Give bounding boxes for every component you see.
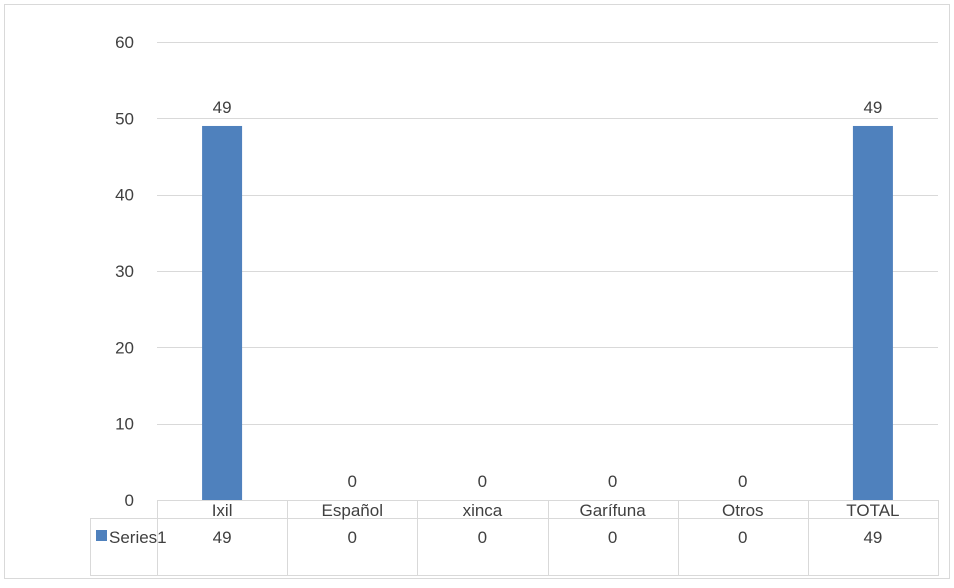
y-tick-label: 40 bbox=[115, 186, 134, 205]
y-tick-label: 50 bbox=[115, 109, 134, 128]
y-tick-label: 60 bbox=[115, 33, 134, 52]
data-table: Ixil Español xinca Garífuna Otros TOTAL Series… bbox=[90, 500, 939, 576]
y-axis-tick-labels: 0 10 20 30 40 50 60 bbox=[115, 33, 134, 510]
table-cell-value: 49 bbox=[213, 528, 232, 547]
data-label: 49 bbox=[863, 98, 882, 117]
data-label: 0 bbox=[738, 472, 747, 491]
legend-series-name: Series1 bbox=[109, 528, 167, 547]
gridlines bbox=[157, 42, 938, 425]
bar bbox=[202, 125, 243, 500]
table-cell-value: 0 bbox=[738, 528, 747, 547]
y-tick-label: 20 bbox=[115, 338, 134, 357]
data-label: 0 bbox=[348, 472, 357, 491]
bars bbox=[202, 125, 893, 500]
y-tick-label: 30 bbox=[115, 262, 134, 281]
legend-key bbox=[96, 530, 107, 541]
bar bbox=[852, 125, 893, 500]
table-cell-value: 0 bbox=[608, 528, 617, 547]
data-label: 49 bbox=[213, 98, 232, 117]
y-tick-label: 0 bbox=[125, 491, 134, 510]
y-tick-label: 10 bbox=[115, 415, 134, 434]
x-category-label: Español bbox=[322, 501, 383, 520]
data-label: 0 bbox=[608, 472, 617, 491]
x-category-label: Ixil bbox=[212, 501, 233, 520]
x-category-label: TOTAL bbox=[846, 501, 899, 520]
table-cell-value: 49 bbox=[863, 528, 882, 547]
chart-border bbox=[4, 4, 950, 579]
x-category-label: xinca bbox=[463, 501, 503, 520]
table-cell-value: 0 bbox=[348, 528, 357, 547]
table-cell-value: 0 bbox=[478, 528, 487, 547]
data-labels: 49 0 0 0 0 49 bbox=[213, 98, 883, 491]
x-category-label: Garífuna bbox=[580, 501, 647, 520]
x-category-label: Otros bbox=[722, 501, 764, 520]
data-label: 0 bbox=[478, 472, 487, 491]
